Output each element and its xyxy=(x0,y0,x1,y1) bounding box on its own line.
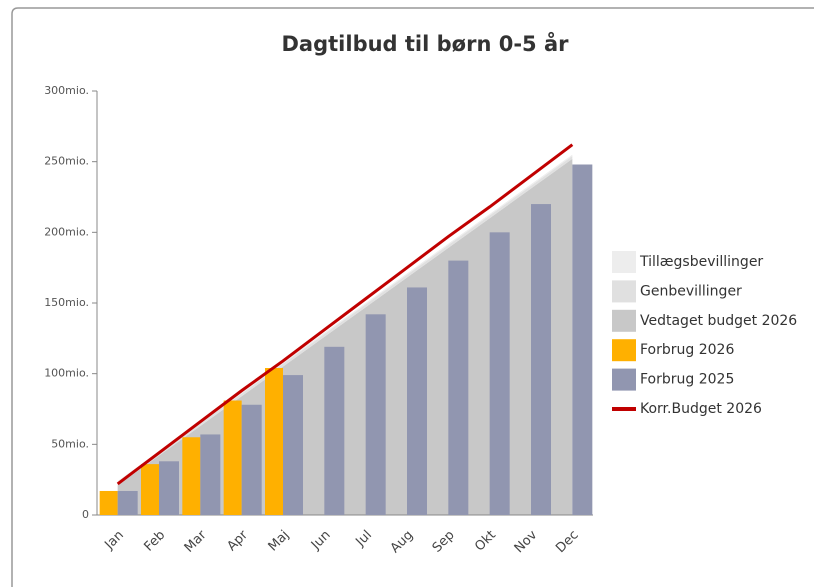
bar xyxy=(200,434,221,515)
legend-swatch xyxy=(612,309,636,332)
bar xyxy=(407,287,427,515)
x-tick-label: Feb xyxy=(141,528,168,555)
x-tick-label: Okt xyxy=(472,528,499,555)
bar xyxy=(241,404,262,515)
y-tick-label: 300mio. xyxy=(44,84,89,97)
y-tick-label: 150mio. xyxy=(44,296,89,309)
bar xyxy=(159,461,179,515)
bar xyxy=(117,490,138,515)
x-tick-label: Jan xyxy=(101,528,126,553)
bar xyxy=(365,314,386,515)
legend-label: Tillægsbevillinger xyxy=(639,254,763,270)
x-tick-label: Sep xyxy=(430,528,458,556)
legend-label: Genbevillinger xyxy=(640,283,742,299)
y-tick-label: 50mio. xyxy=(51,437,89,450)
bar xyxy=(531,204,551,516)
legend-label: Vedtaget budget 2026 xyxy=(640,313,797,329)
bar xyxy=(489,232,510,516)
legend-swatch xyxy=(612,368,636,391)
bar xyxy=(283,375,303,515)
x-tick-label: Jun xyxy=(308,528,334,554)
bar xyxy=(223,400,242,515)
bar xyxy=(572,164,593,515)
y-tick-label: 250mio. xyxy=(44,155,89,168)
x-tick-label: Jul xyxy=(353,528,375,550)
chart-title: Dagtilbud til børn 0-5 år xyxy=(282,31,570,56)
x-tick-label: Dec xyxy=(553,528,581,556)
bar xyxy=(141,464,159,515)
bar xyxy=(324,346,345,515)
legend-swatch xyxy=(612,339,636,362)
bar xyxy=(448,260,469,515)
bar xyxy=(265,368,283,515)
x-tick-label: Aug xyxy=(388,528,417,557)
bar xyxy=(99,490,118,515)
y-tick-label: 0 xyxy=(82,508,89,521)
card-border xyxy=(11,7,814,587)
legend-label: Forbrug 2025 xyxy=(640,372,734,388)
x-tick-label: Maj xyxy=(266,528,293,555)
x-tick-label: Mar xyxy=(182,527,210,555)
x-tick-label: Nov xyxy=(512,527,541,556)
legend-label: Forbrug 2026 xyxy=(640,342,734,358)
bar xyxy=(182,437,201,515)
legend-swatch xyxy=(612,280,636,303)
legend-swatch xyxy=(612,251,636,273)
y-tick-label: 200mio. xyxy=(44,225,89,238)
y-tick-label: 100mio. xyxy=(44,367,89,380)
line xyxy=(116,143,574,486)
x-tick-label: Apr xyxy=(224,527,251,554)
legend-label: Korr.Budget 2026 xyxy=(640,401,762,417)
